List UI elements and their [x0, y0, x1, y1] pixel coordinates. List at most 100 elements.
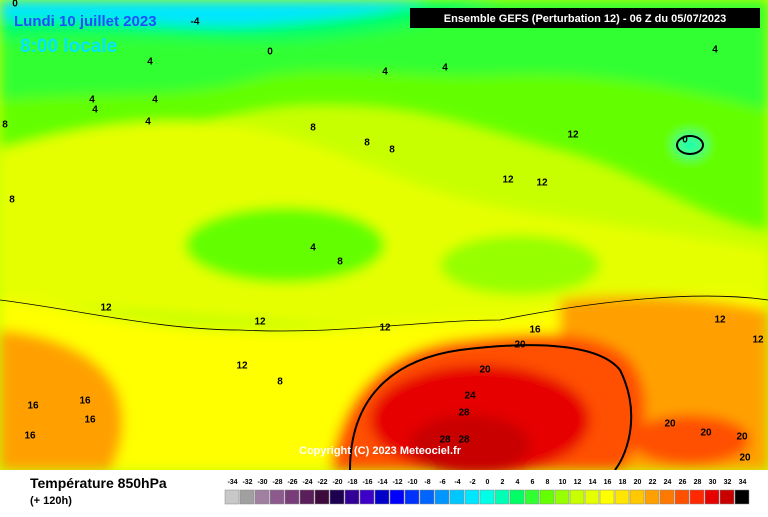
scale-label: -6: [439, 479, 445, 486]
scale-label: 18: [619, 479, 627, 486]
scale-swatch: [569, 489, 585, 505]
contour-label: 28: [458, 435, 470, 446]
contour-label: 4: [147, 57, 153, 68]
contour-line: [676, 135, 704, 155]
contour-label: 4: [145, 117, 151, 128]
contour-label: 16: [529, 325, 541, 336]
date: Lundi 10 juillet 2023: [14, 13, 157, 30]
scale-label: 32: [724, 479, 732, 486]
scale-swatch: [419, 489, 435, 505]
contour-label: 12: [379, 323, 391, 334]
contour-label: 12: [502, 175, 514, 186]
scale-swatch: [719, 489, 735, 505]
scale-swatch: [509, 489, 525, 505]
contour-label: 8: [389, 145, 395, 156]
scale-swatch: [524, 489, 540, 505]
scale-label: 4: [516, 479, 520, 486]
contour-label: 12: [752, 335, 764, 346]
scale-label: 6: [531, 479, 535, 486]
scale-swatch: [269, 489, 285, 505]
scale-label: -14: [377, 479, 387, 486]
scale-swatch: [629, 489, 645, 505]
scale-label: 28: [694, 479, 702, 486]
scale-swatch: [389, 489, 405, 505]
scale-swatch: [704, 489, 720, 505]
title-box: [410, 8, 760, 28]
contour-label: 20: [736, 432, 748, 443]
scale-label: 26: [679, 479, 687, 486]
contour-label: 0: [12, 0, 18, 10]
scale-label: -2: [469, 479, 475, 486]
scale-swatch: [479, 489, 495, 505]
contour-label: 12: [236, 361, 248, 372]
contour-label: 4: [712, 45, 718, 56]
contour-label: 12: [536, 178, 548, 189]
scale-swatch: [344, 489, 360, 505]
scale-label: -12: [392, 479, 402, 486]
contour-label: 16: [24, 431, 36, 442]
contour-label: 4: [89, 95, 95, 106]
contour-line: [349, 344, 633, 471]
contour-label: 8: [9, 195, 15, 206]
scale-swatch: [584, 489, 600, 505]
scale-label: -26: [287, 479, 297, 486]
contour-label: 28: [458, 408, 470, 419]
contour-label: 20: [739, 453, 751, 464]
scale-swatch: [554, 489, 570, 505]
contour-label: 4: [92, 105, 98, 116]
contour-label: 8: [310, 123, 316, 134]
scale-label: -10: [407, 479, 417, 486]
scale-swatch: [434, 489, 450, 505]
contour-label: -4: [191, 17, 200, 28]
scale-swatch: [224, 489, 240, 505]
scale-label: 20: [634, 479, 642, 486]
scale-label: 2: [501, 479, 505, 486]
scale-swatch: [689, 489, 705, 505]
scale-label: 34: [739, 479, 747, 486]
title: Ensemble GEFS (Perturbation 12) - 06 Z d…: [444, 13, 726, 25]
scale-swatch: [449, 489, 465, 505]
scale-label: -28: [272, 479, 282, 486]
contour-label: 16: [84, 415, 96, 426]
contour-label: 4: [442, 63, 448, 74]
scale-swatch: [359, 489, 375, 505]
scale-swatch: [674, 489, 690, 505]
contour-label: 8: [337, 257, 343, 268]
scale-label: -18: [347, 479, 357, 486]
copyright: Copyright (C) 2023 Meteociel.fr: [299, 445, 462, 457]
scale-label: -34: [227, 479, 237, 486]
scale-swatch: [374, 489, 390, 505]
scale-label: -8: [424, 479, 430, 486]
scale-label: 8: [546, 479, 550, 486]
scale-label: 30: [709, 479, 717, 486]
scale-swatch: [599, 489, 615, 505]
legend-title: Température 850hPa: [30, 475, 167, 491]
contour-label: 8: [364, 138, 370, 149]
scale-swatch: [734, 489, 750, 505]
scale-swatch: [494, 489, 510, 505]
contour-label: 8: [277, 377, 283, 388]
scale-label: -30: [257, 479, 267, 486]
scale-swatch: [299, 489, 315, 505]
contour-label: 28: [439, 435, 451, 446]
contour-label: 12: [100, 303, 112, 314]
scale-swatch: [659, 489, 675, 505]
contour-label: 12: [714, 315, 726, 326]
scale-swatch: [614, 489, 630, 505]
contour-label: 20: [514, 340, 526, 351]
scale-label: -16: [362, 479, 372, 486]
color-scale: -34 -32 -30 -28 -26 -24 -22 -20 -18 -16 -14 -12 -10-…: [224, 479, 750, 505]
legend-subtitle: (+ 120h): [30, 495, 72, 507]
scale-swatch: [284, 489, 300, 505]
time: 8:00 locale: [20, 36, 117, 57]
scale-label: 14: [589, 479, 597, 486]
scale-label: -22: [317, 479, 327, 486]
scale-label: 22: [649, 479, 657, 486]
scale-label: -24: [302, 479, 312, 486]
scale-swatch: [254, 489, 270, 505]
scale-swatch: [314, 489, 330, 505]
scale-label: -4: [454, 479, 460, 486]
scale-label: -20: [332, 479, 342, 486]
